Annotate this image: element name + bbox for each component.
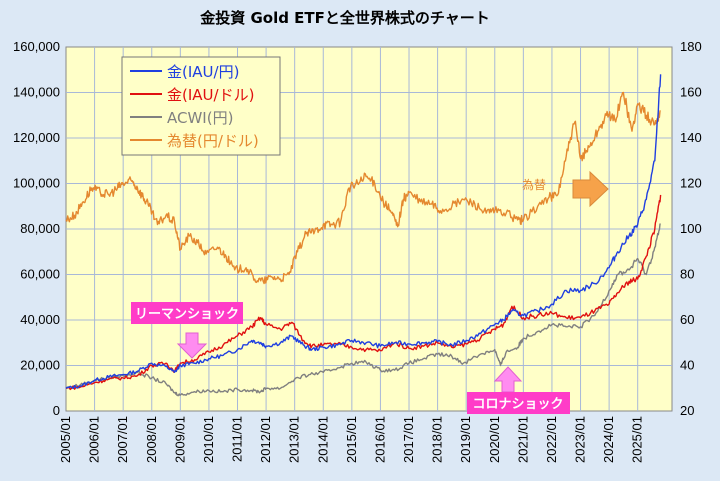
series-layer [65, 74, 662, 397]
x-tick-label: 2009/01 [172, 416, 187, 463]
covid-callout-label: コロナショック [472, 397, 563, 412]
x-tick-label: 2014/01 [315, 416, 330, 463]
legend-item-acwi: ACWI(円) [167, 109, 233, 127]
y-right-tick-label: 60 [680, 312, 694, 327]
y-right-tick-label: 80 [680, 267, 694, 282]
y-left-tick-label: 120,000 [13, 130, 60, 145]
x-tick-label: 2006/01 [87, 416, 102, 463]
legend-item-gold-usd: 金(IAU/ドル) [167, 86, 254, 104]
annotations: リーマンショック コロナショック 為替 [131, 170, 609, 414]
x-tick-label: 2025/01 [630, 416, 645, 463]
y-left-tick-label: 40,000 [20, 312, 60, 327]
lehman-arrow-down-icon [176, 332, 208, 359]
legend-item-gold-yen: 金(IAU/円) [167, 63, 239, 81]
x-tick-label: 2016/01 [372, 416, 387, 463]
x-tick-label: 2018/01 [430, 416, 445, 463]
x-tick-label: 2005/01 [58, 416, 73, 463]
x-tick-label: 2007/01 [115, 416, 130, 463]
x-tick-label: 2015/01 [344, 416, 359, 463]
series-gold-yen-line [65, 74, 662, 390]
y-left-tick-label: 140,000 [13, 85, 60, 100]
y-right-tick-label: 180 [680, 39, 702, 54]
y-left-tick-label: 60,000 [20, 267, 60, 282]
x-tick-label: 2013/01 [287, 416, 302, 463]
x-tick-label: 2017/01 [401, 416, 416, 463]
x-tick-label: 2022/01 [544, 416, 559, 463]
series-acwi-line [65, 223, 661, 397]
y-left-tick-label: 160,000 [13, 39, 60, 54]
y-right-tick-label: 140 [680, 130, 702, 145]
y-left-tick-label: 100,000 [13, 176, 60, 191]
legend-item-fx: 為替(円/ドル) [167, 132, 259, 150]
x-tick-label: 2012/01 [258, 416, 273, 463]
y-right-tick-label: 160 [680, 85, 702, 100]
fx-arrow-right-icon [572, 170, 609, 208]
x-tick-label: 2019/01 [458, 416, 473, 463]
legend-box [121, 56, 281, 156]
x-tick-label: 2008/01 [144, 416, 159, 463]
legend: 金(IAU/円) 金(IAU/ドル) ACWI(円) 為替(円/ドル) [121, 56, 281, 156]
covid-arrow-up-icon [493, 366, 523, 393]
covid-callout-box [467, 392, 570, 414]
x-tick-label: 2010/01 [201, 416, 216, 463]
series-fx-line [65, 91, 661, 285]
y-right-tick-label: 100 [680, 221, 702, 236]
y-left-tick-label: 0 [53, 403, 60, 418]
y-right-tick-label: 120 [680, 176, 702, 191]
lehman-callout-label: リーマンショック [135, 307, 239, 322]
lehman-callout-box [131, 302, 243, 324]
axes: 0 20,000 40,000 60,000 80,000 100,000 120,000 1… [13, 39, 702, 463]
y-right-tick-label: 40 [680, 358, 694, 373]
fx-annotation-label: 為替 [522, 178, 546, 192]
x-tick-label: 2023/01 [573, 416, 588, 463]
y-left-tick-label: 20,000 [20, 358, 60, 373]
y-right-tick-label: 20 [680, 403, 694, 418]
x-tick-label: 2020/01 [487, 416, 502, 463]
x-tick-label: 2011/01 [230, 416, 245, 462]
y-left-tick-label: 80,000 [20, 221, 60, 236]
x-tick-label: 2024/01 [601, 416, 616, 463]
x-tick-label: 2021/01 [515, 416, 530, 463]
chart-title: 金投資 Gold ETFと全世界株式のチャート [199, 9, 490, 27]
